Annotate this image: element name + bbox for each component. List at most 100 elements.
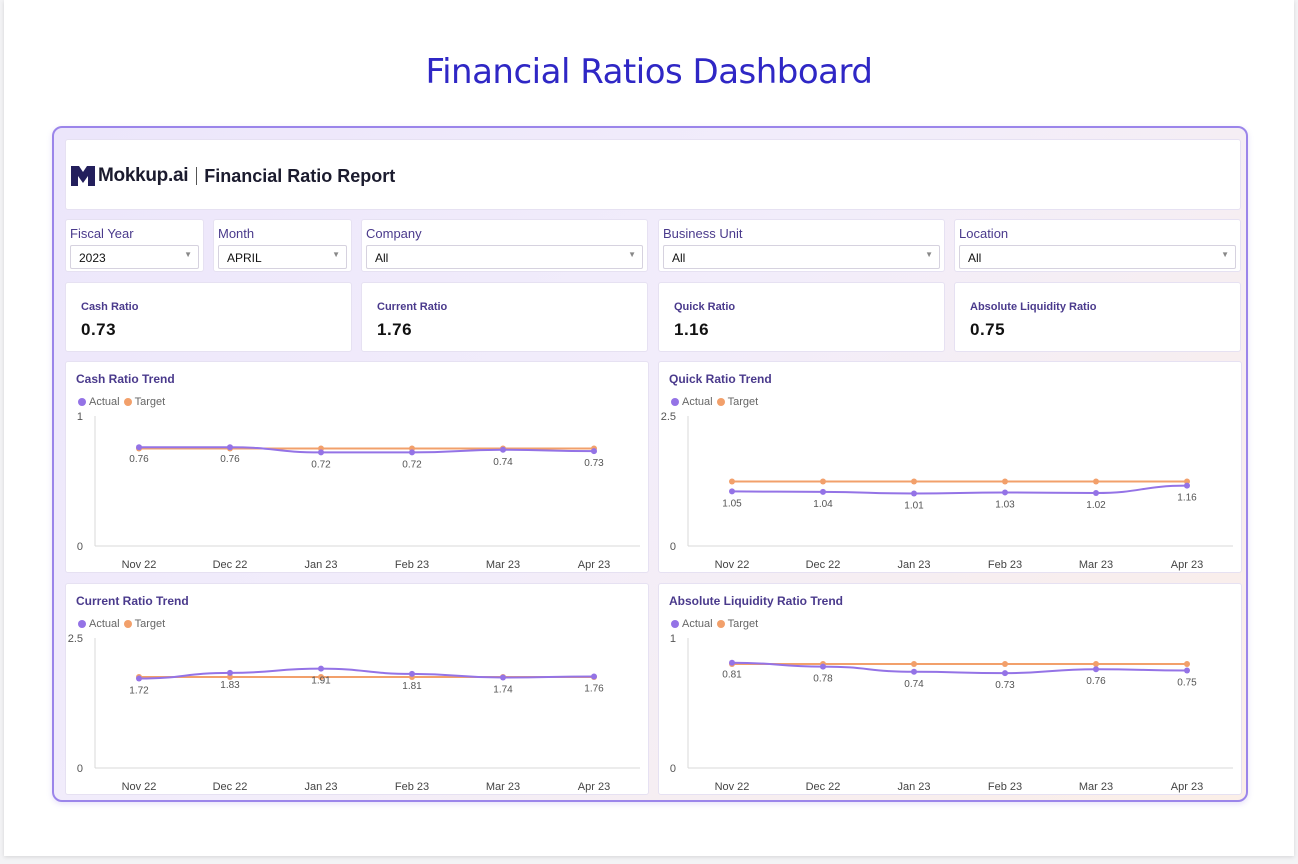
location-select[interactable]: All ▼ [959,245,1236,269]
kpi-value: 0.73 [81,320,117,339]
data-label: 0.74 [904,679,924,690]
data-point-actual[interactable] [500,446,506,453]
legend-label: Actual [89,618,120,630]
report-header: Mokkup.ai Financial Ratio Report [65,139,1241,210]
legend-target[interactable]: Target [716,396,759,408]
data-point-actual[interactable] [1184,667,1190,674]
chart-plot: 0 2.5 Nov 22 Dec 22 Jan 23 Feb 23 Mar 23 Apr 23… [68,633,640,793]
data-label: 1.05 [722,498,742,509]
data-point-target[interactable] [1002,661,1008,667]
data-point-actual[interactable] [1002,489,1008,496]
chart-title: Cash Ratio Trend [76,372,175,386]
legend-actual[interactable]: Actual [671,618,713,630]
filter-business-unit: Business Unit All ▼ [658,219,945,272]
y-tick-label: 0 [77,763,83,775]
company-select[interactable]: All ▼ [366,245,643,269]
data-point-target[interactable] [318,674,324,680]
data-point-actual[interactable] [591,673,597,680]
brand: Mokkup.ai Financial Ratio Report [71,165,395,187]
x-tick-label: Feb 23 [988,781,1022,793]
legend-label: Target [727,618,759,630]
header-divider [196,167,198,185]
data-point-actual[interactable] [500,674,506,681]
data-point-actual[interactable] [729,659,735,666]
chevron-down-icon: ▼ [925,250,933,259]
data-point-actual[interactable] [729,488,735,495]
data-point-actual[interactable] [911,668,917,675]
legend-actual[interactable]: Actual [78,396,120,408]
data-label: 0.75 [1177,678,1197,689]
legend-dot [78,620,86,628]
data-point-actual[interactable] [136,444,142,451]
data-point-target[interactable] [911,478,917,485]
data-point-actual[interactable] [409,670,415,677]
data-point-actual[interactable] [820,488,826,495]
y-tick-label: 0 [670,763,676,775]
legend-target[interactable]: Target [123,396,166,408]
dashboard-frame: Mokkup.ai Financial Ratio Report Fiscal … [52,126,1248,802]
x-tick-label: Dec 22 [806,559,841,571]
x-tick-label: Nov 22 [122,781,157,793]
filter-value: All [375,251,389,265]
x-tick-label: Jan 23 [897,559,930,571]
data-point-target[interactable] [227,674,233,680]
legend-actual[interactable]: Actual [671,396,713,408]
x-tick-label: Mar 23 [486,559,520,571]
legend-actual[interactable]: Actual [78,618,120,630]
chart-legend: Actual Target [671,396,762,408]
series-line-actual [731,661,1188,675]
data-point-actual[interactable] [591,448,597,455]
filter-value: APRIL [227,251,262,265]
legend-target[interactable]: Target [716,618,759,630]
data-point-target[interactable] [1093,478,1099,485]
legend-target[interactable]: Target [123,618,165,630]
data-point-actual[interactable] [1093,666,1099,673]
x-tick-label: Feb 23 [988,559,1022,571]
data-point-target[interactable] [1093,661,1099,667]
y-tick-label: 2.5 [68,633,83,645]
data-point-actual[interactable] [227,669,233,676]
month-select[interactable]: APRIL ▼ [218,245,347,269]
data-label: 0.72 [402,459,422,470]
legend-label: Target [134,396,166,408]
data-point-actual[interactable] [318,449,324,456]
data-point-actual[interactable] [227,444,233,451]
page-title: Financial Ratios Dashboard [425,52,873,92]
data-point-actual[interactable] [1002,670,1008,677]
x-tick-label: Feb 23 [395,559,429,571]
data-point-actual[interactable] [409,449,415,456]
data-label: 1.01 [904,500,924,511]
x-tick-label: Dec 22 [213,781,248,793]
data-point-actual[interactable] [318,665,324,672]
data-label: 1.74 [493,685,513,696]
business-unit-select[interactable]: All ▼ [663,245,940,269]
brand-name: Mokkup.ai [98,165,189,186]
legend-label: Target [727,396,759,408]
filter-value: All [672,251,686,265]
quick-ratio-trend-chart: Quick Ratio Trend Actual Target 0 2.5 Nov … [658,361,1242,573]
data-point-target[interactable] [820,478,826,485]
data-point-actual[interactable] [911,490,917,497]
chart-legend: Actual Target [78,618,169,630]
chart-plot: 0 1 Nov 22 Dec 22 Jan 23 Feb 23 Mar 23 Apr 23 0.… [77,411,640,571]
data-point-target[interactable] [1002,478,1008,485]
y-tick-label: 1 [77,411,83,423]
data-point-actual[interactable] [820,663,826,670]
data-point-target[interactable] [1184,661,1190,667]
data-point-actual[interactable] [136,675,142,682]
data-point-target[interactable] [729,478,735,485]
x-tick-label: Dec 22 [806,781,841,793]
data-label: 1.76 [584,683,604,694]
data-point-actual[interactable] [1093,489,1099,496]
y-tick-label: 2.5 [661,411,676,423]
x-tick-label: Apr 23 [578,781,610,793]
fiscal-year-select[interactable]: 2023 ▼ [70,245,199,269]
data-point-target[interactable] [911,661,917,667]
report-title: Financial Ratio Report [204,165,396,186]
legend-label: Actual [682,618,713,630]
data-label: 1.91 [311,676,331,687]
data-point-target[interactable] [1184,478,1190,485]
data-point-actual[interactable] [1184,482,1190,489]
filter-label: Business Unit [663,226,743,241]
chart-legend: Actual Target [671,618,762,630]
